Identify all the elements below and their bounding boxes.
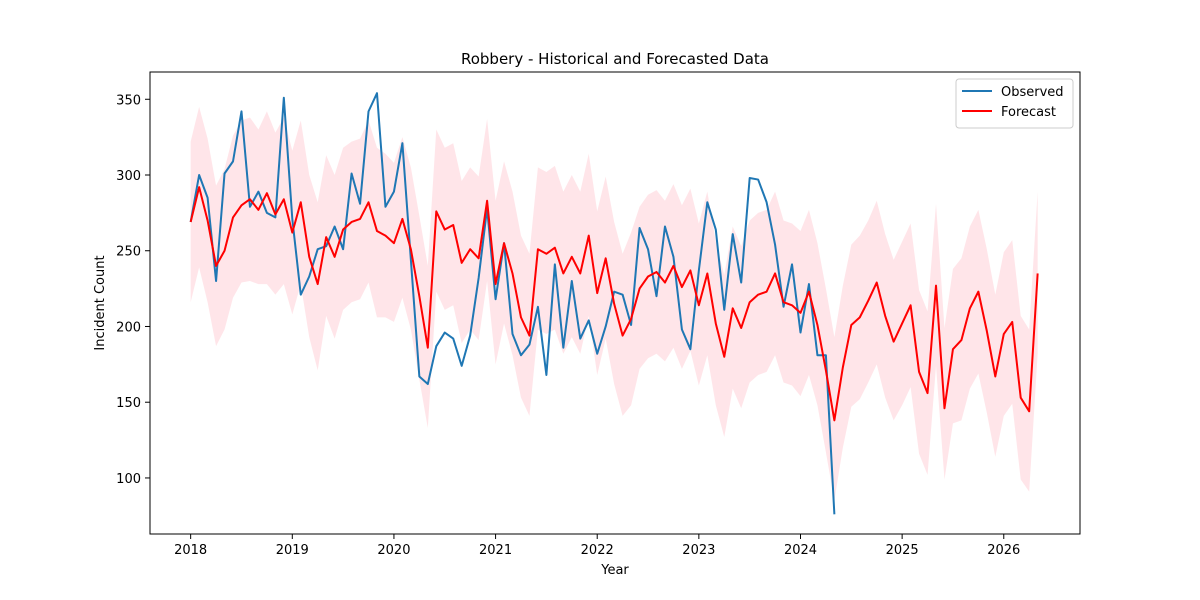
forecast-series-line [189,186,1039,422]
series-lines-layer [189,92,1039,515]
x-tick-label: 2026 [987,543,1020,558]
y-tick-label: 250 [116,245,141,260]
x-tick-label: 2024 [784,543,817,558]
chart-title: Robbery - Historical and Forecasted Data [461,50,769,68]
y-tick-label: 350 [116,93,141,108]
x-tick-label: 2022 [581,543,614,558]
legend: Observed Forecast [955,78,1074,129]
x-tick-label: 2018 [174,543,207,558]
y-tick-label: 200 [116,320,141,335]
legend-label-forecast: Forecast [1001,105,1056,120]
plot-frame [149,71,1081,535]
x-tick-label: 2023 [682,543,715,558]
x-axis-label: Year [600,563,629,578]
x-axis: 2018 2019 2020 2021 2022 2023 2024 2025 2026 [174,534,1020,558]
y-tick-label: 100 [116,472,141,487]
y-tick-label: 150 [116,396,141,411]
y-axis-label: Incident Count [93,255,108,350]
y-tick-label: 300 [116,169,141,184]
observed-series-line [189,92,836,515]
x-tick-label: 2021 [479,543,512,558]
x-tick-label: 2020 [377,543,410,558]
x-tick-label: 2019 [276,543,309,558]
y-axis: 100 150 200 250 300 350 [116,93,150,487]
x-tick-label: 2025 [886,543,919,558]
legend-label-observed: Observed [1001,85,1064,100]
plot-area [149,71,1081,535]
